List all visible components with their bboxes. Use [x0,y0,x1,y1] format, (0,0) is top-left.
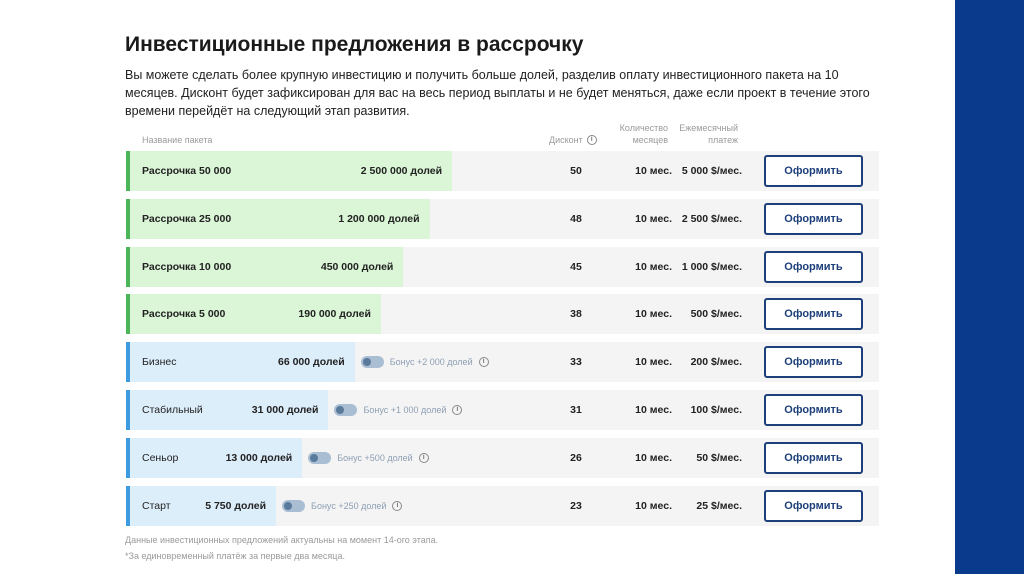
shares-fill-bar [130,389,329,430]
package-name: Бизнес [142,356,177,369]
column-header-payment-line1: Ежемесячный [679,123,738,133]
package-months: 10 мес. [635,403,672,416]
package-row: Сеньор 13 000 долей Бонус +500 долей i 26 10 … [126,437,879,478]
shares-fill-bar [130,342,355,383]
order-button[interactable]: Оформить [764,346,863,379]
package-payment: 50 $/мес. [696,451,742,464]
package-shares: 31 000 долей [251,403,319,416]
order-button[interactable]: Оформить [764,298,863,331]
package-name: Рассрочка 10 000 [142,260,232,273]
column-header-months-line2: месяцев [632,135,668,145]
shares-fill-bar [130,198,430,239]
package-payment: 5 000 $/мес. [681,165,742,177]
package-row: Стабильный 31 000 долей Бонус +1 000 долей… [126,389,879,430]
package-months: 10 мес. [635,308,672,321]
package-shares: 66 000 долей [278,356,345,369]
bonus-label: Бонус +250 долей [311,500,387,511]
package-discount: 33 [570,356,582,369]
package-shares: 1 200 000 долей [338,212,420,225]
package-shares: 190 000 долей [298,308,371,321]
package-discount: 26 [570,451,582,464]
package-discount: 48 [570,212,582,225]
package-months: 10 мес. [635,499,672,512]
shares-fill-bar [130,437,303,478]
package-payment: 1 000 $/мес. [681,260,742,273]
package-name: Старт [142,499,171,512]
column-header-payment-line2: платеж [708,135,738,145]
info-icon[interactable]: i [452,404,463,415]
shares-fill-bar [130,151,453,191]
order-button[interactable]: Оформить [764,202,863,235]
package-discount: 23 [570,499,582,512]
column-header-discount-label: Дисконт [549,135,583,145]
package-name: Рассрочка 5 000 [142,308,226,321]
package-name: Рассрочка 25 000 [142,212,232,225]
bonus-toggle[interactable] [282,499,306,512]
column-header-discount: Дисконт i [549,134,597,146]
package-row: Рассрочка 50 000 2 500 000 долей 50 10 мес.… [126,151,879,191]
info-icon[interactable]: i [392,500,403,511]
side-decoration-bar [955,0,1024,574]
package-row: Рассрочка 25 000 1 200 000 долей 48 10 мес.… [126,198,879,239]
package-months: 10 мес. [635,165,672,177]
package-months: 10 мес. [635,356,672,369]
package-payment: 100 $/мес. [690,403,742,416]
footnote-actuality: Данные инвестиционных предложений актуал… [125,535,439,545]
bonus-label: Бонус +2 000 долей [389,357,473,368]
column-header-payment: Ежемесячный платеж [672,122,738,146]
package-row: Рассрочка 10 000 450 000 долей 45 10 мес. 1 … [126,246,879,287]
column-header-months: Количество месяцев [600,122,668,146]
bonus-group: Бонус +500 долей i [308,438,429,478]
package-row: Рассрочка 5 000 190 000 долей 38 10 мес. 500… [126,294,879,335]
package-discount: 45 [570,260,582,273]
order-button[interactable]: Оформить [764,489,863,522]
package-payment: 200 $/мес. [690,356,742,369]
shares-fill-bar [130,294,381,335]
package-name: Сеньор [142,451,179,464]
package-name: Рассрочка 50 000 [142,165,232,177]
bonus-label: Бонус +1 000 долей [363,404,447,415]
package-row: Старт 5 750 долей Бонус +250 долей i 23 10 ме… [126,485,879,526]
page-title: Инвестиционные предложения в рассрочку [125,33,584,56]
package-months: 10 мес. [635,260,672,273]
package-discount: 31 [570,403,582,416]
footnote-single-payment: *За единовременный платёж за первые два … [125,551,345,561]
shares-fill-bar [130,485,277,526]
package-shares: 5 750 долей [205,499,267,512]
package-payment: 500 $/мес. [690,308,742,321]
package-discount: 50 [570,165,582,177]
info-icon[interactable]: i [478,357,489,368]
package-name: Стабильный [142,403,203,416]
order-button[interactable]: Оформить [764,155,863,187]
info-icon[interactable]: i [586,135,597,145]
page-description: Вы можете сделать более крупную инвестиц… [125,68,870,118]
package-shares: 13 000 долей [225,451,293,464]
order-button[interactable]: Оформить [764,441,863,474]
package-list: Рассрочка 50 000 2 500 000 долей 50 10 мес.… [126,151,879,533]
package-row: Бизнес 66 000 долей Бонус +2 000 долей i 33 1… [126,342,879,383]
package-payment: 2 500 $/мес. [681,212,742,225]
package-months: 10 мес. [635,451,672,464]
order-button[interactable]: Оформить [764,250,863,283]
column-header-name: Название пакета [142,135,213,145]
info-icon[interactable]: i [418,452,429,463]
package-payment: 25 $/мес. [696,499,742,512]
bonus-label: Бонус +500 долей [337,452,413,463]
package-shares: 2 500 000 долей [360,165,443,177]
bonus-toggle[interactable] [334,403,358,416]
bonus-toggle[interactable] [308,451,332,464]
bonus-group: Бонус +250 долей i [282,486,403,526]
shares-fill-bar [130,246,404,287]
package-shares: 450 000 долей [320,260,394,273]
bonus-group: Бонус +1 000 долей i [334,390,463,430]
column-header-months-line1: Количество [619,123,668,133]
package-months: 10 мес. [635,212,672,225]
bonus-group: Бонус +2 000 долей i [360,342,489,382]
package-discount: 38 [570,308,582,321]
bonus-toggle[interactable] [360,356,384,369]
order-button[interactable]: Оформить [764,393,863,426]
